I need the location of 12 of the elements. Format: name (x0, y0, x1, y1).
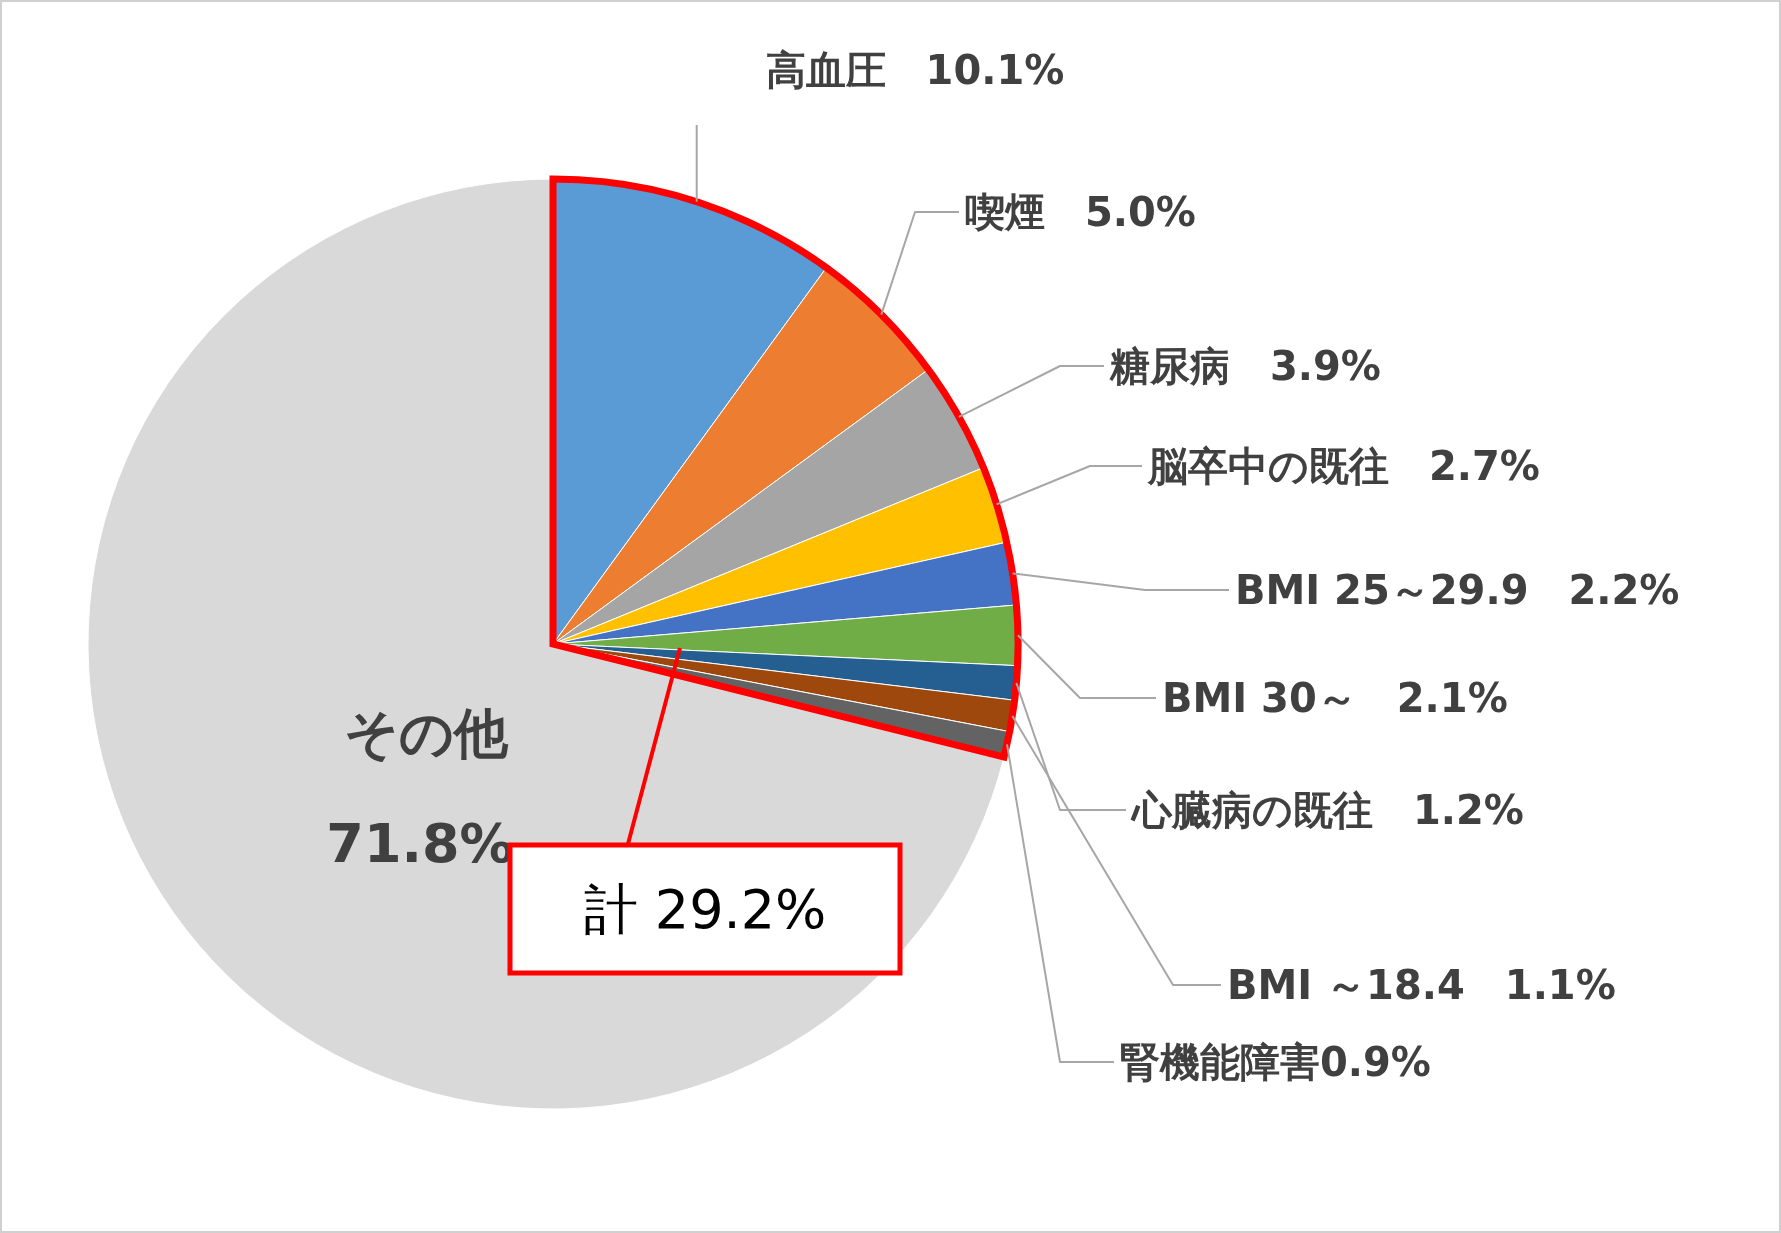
slice-label: 脳卒中の既往 2.7% (1147, 443, 1540, 489)
slice-label: 腎機能障害0.9% (1120, 1039, 1431, 1085)
slice-label: 高血圧 10.1% (765, 47, 1065, 93)
slice-label: その他 (344, 702, 509, 765)
slice-label: 喫煙 5.0% (965, 189, 1196, 235)
slice-label: 心臓病の既往 1.2% (1130, 787, 1524, 833)
slice-label: BMI 25～29.9 2.2% (1235, 567, 1680, 613)
text: 計 29.2% (583, 878, 827, 941)
slice-label: BMI 30～ 2.1% (1162, 675, 1508, 721)
slice-label: BMI ～18.4 1.1% (1227, 962, 1616, 1008)
data-label: 71.8% (326, 812, 514, 875)
slice-label: 糖尿病 3.9% (1109, 343, 1381, 389)
